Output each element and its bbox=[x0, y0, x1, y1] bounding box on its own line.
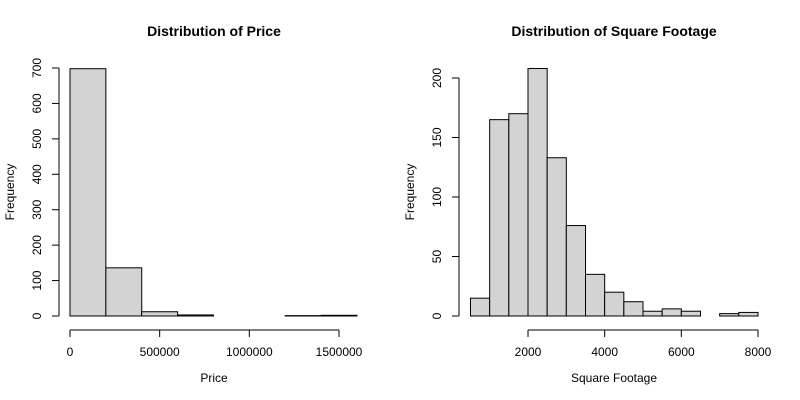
chart1-y-tick-label: 200 bbox=[30, 235, 44, 255]
chart1-y-tick-label: 100 bbox=[30, 270, 44, 290]
chart1-y-tick-label: 500 bbox=[30, 129, 44, 149]
chart1-bar bbox=[69, 68, 107, 317]
chart2-x-tick-label: 6000 bbox=[668, 345, 695, 359]
chart2-bar bbox=[680, 310, 701, 317]
chart2-x-tick-label: 4000 bbox=[591, 345, 618, 359]
chart1-bar bbox=[320, 314, 358, 317]
chart2-bar bbox=[604, 291, 625, 317]
chart1-y-tick-label: 0 bbox=[30, 312, 44, 319]
chart2-bar bbox=[738, 311, 759, 317]
chart2-y-tick-label: 200 bbox=[430, 68, 444, 88]
chart1-y-label: Frequency bbox=[3, 164, 17, 221]
chart1-x-label: Price bbox=[200, 371, 228, 385]
chart2-bar bbox=[489, 119, 510, 317]
chart2-y-tick-label: 150 bbox=[430, 127, 444, 147]
chart2-bar bbox=[623, 301, 644, 317]
chart1-bar bbox=[141, 311, 179, 317]
chart2-y-tick-label: 0 bbox=[430, 312, 444, 319]
chart2-y-label: Frequency bbox=[403, 164, 417, 221]
chart1-y-tick-label: 400 bbox=[30, 164, 44, 184]
chart2-bar bbox=[546, 157, 567, 317]
chart1-x-tick-label: 1500000 bbox=[316, 345, 363, 359]
chart1-bar bbox=[177, 314, 214, 317]
chart1-title: Distribution of Price bbox=[147, 23, 281, 39]
chart2-bar bbox=[527, 67, 548, 317]
chart2-bar bbox=[661, 308, 682, 317]
chart1-bar bbox=[105, 267, 143, 317]
chart1-x-tick-label: 0 bbox=[67, 345, 74, 359]
chart2-bar bbox=[719, 313, 740, 317]
chart2-x-label: Square Footage bbox=[571, 371, 657, 385]
chart2-bar bbox=[585, 273, 606, 317]
chart2-bar bbox=[642, 310, 663, 317]
chart1-x-tick-label: 500000 bbox=[140, 345, 180, 359]
chart1-x-tick-label: 1000000 bbox=[226, 345, 273, 359]
chart1-y-tick-label: 700 bbox=[30, 58, 44, 78]
chart2-title: Distribution of Square Footage bbox=[511, 23, 717, 39]
chart2-bar bbox=[508, 113, 529, 317]
chart2-bar bbox=[470, 297, 491, 317]
chart2-y-tick-label: 100 bbox=[430, 187, 444, 207]
chart1-y-tick-label: 600 bbox=[30, 93, 44, 113]
chart2-x-tick-label: 2000 bbox=[515, 345, 542, 359]
chart2-y-tick-label: 50 bbox=[430, 250, 444, 264]
chart2-x-tick-label: 8000 bbox=[745, 345, 772, 359]
chart1-y-tick-label: 300 bbox=[30, 199, 44, 219]
chart2-bar bbox=[565, 225, 586, 317]
